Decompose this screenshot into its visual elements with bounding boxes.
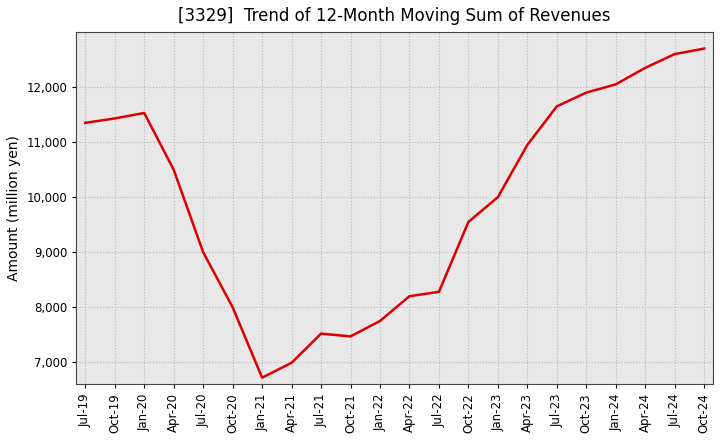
Y-axis label: Amount (million yen): Amount (million yen) [7,135,21,281]
Title: [3329]  Trend of 12-Month Moving Sum of Revenues: [3329] Trend of 12-Month Moving Sum of R… [179,7,611,25]
